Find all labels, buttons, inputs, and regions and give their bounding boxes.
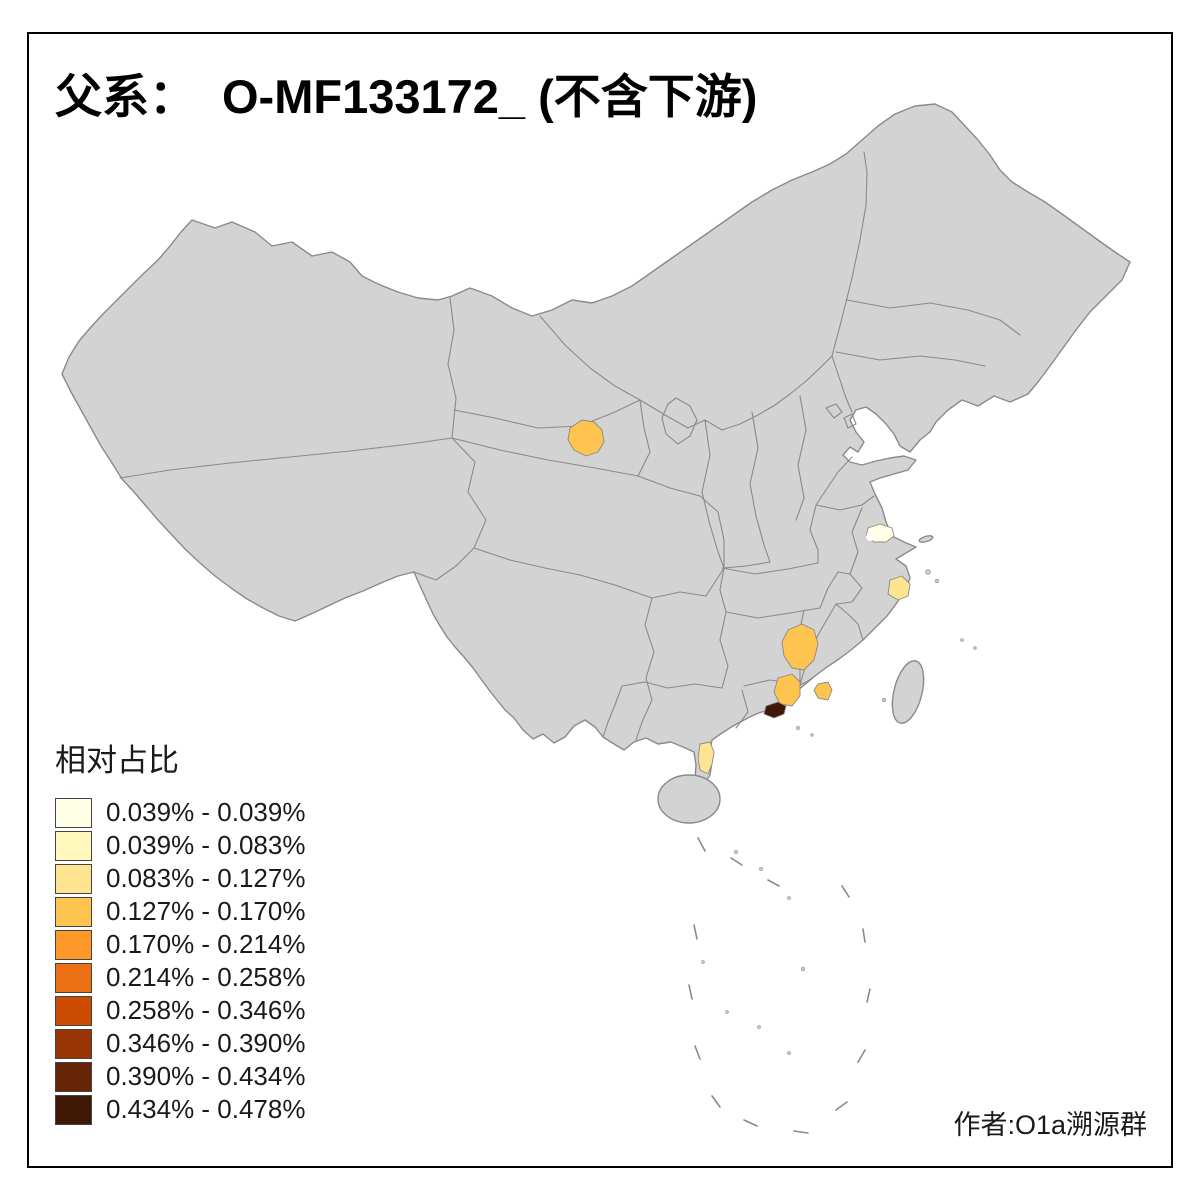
highlight-region-northwest [567,419,605,457]
lake-patch [866,533,874,541]
legend-label: 0.170% - 0.214% [106,929,306,959]
legend-label: 0.434% - 0.478% [106,1094,306,1124]
highlight-region-south-dark [763,701,787,719]
legend-item: 0.127% - 0.170% [55,895,305,928]
legend-label: 0.390% - 0.434% [106,1061,306,1091]
legend-label: 0.039% - 0.039% [106,797,306,827]
highlight-region-peninsula [697,741,715,775]
legend-item: 0.039% - 0.083% [55,829,305,862]
legend-label: 0.083% - 0.127% [106,863,306,893]
legend-swatch [55,1094,92,1125]
legend-item: 0.214% - 0.258% [55,961,305,994]
legend-swatch [55,863,92,894]
legend-item: 0.039% - 0.039% [55,796,305,829]
legend-swatch [55,830,92,861]
legend-label: 0.039% - 0.083% [106,830,306,860]
legend-item: 0.258% - 0.346% [55,994,305,1027]
legend-swatch [55,896,92,927]
highlight-region-south-small [813,681,833,701]
legend-swatch [55,1061,92,1092]
legend-label: 0.127% - 0.170% [106,896,306,926]
legend-title: 相对占比 [55,743,179,778]
legend-swatch [55,1028,92,1059]
legend-label: 0.214% - 0.258% [106,962,306,992]
legend-swatch [55,995,92,1026]
small-islands [701,569,977,1055]
legend-label: 0.346% - 0.390% [106,1028,306,1058]
plot-title-main: O-MF133172_ (不含下游) [222,70,758,123]
plot-title: 父系： O-MF133172_ (不含下游) [55,58,757,127]
legend-swatch [55,797,92,828]
nine-dash-line [688,837,871,1134]
highlight-region-east-coast [887,575,911,601]
legend-swatch [55,962,92,993]
plot-title-prefix: 父系： [55,70,196,123]
province-borders [119,151,1021,741]
legend: 相对占比 0.039% - 0.039% 0.039% - 0.083% 0.0… [55,735,305,1126]
attribution: 作者:O1a溯源群 [953,1110,1147,1140]
legend-swatch [55,929,92,960]
legend-item: 0.083% - 0.127% [55,862,305,895]
hainan-island [657,774,721,824]
highlight-region-south-mid [773,673,801,707]
legend-item: 0.346% - 0.390% [55,1027,305,1060]
highlight-region-south-large [781,623,819,671]
legend-item: 0.434% - 0.478% [55,1093,305,1126]
chongming-island [918,535,934,543]
plot-frame [27,32,1173,1168]
legend-item: 0.390% - 0.434% [55,1060,305,1093]
taiwan-island [891,660,925,724]
legend-item: 0.170% - 0.214% [55,928,305,961]
legend-label: 0.258% - 0.346% [106,995,306,1025]
